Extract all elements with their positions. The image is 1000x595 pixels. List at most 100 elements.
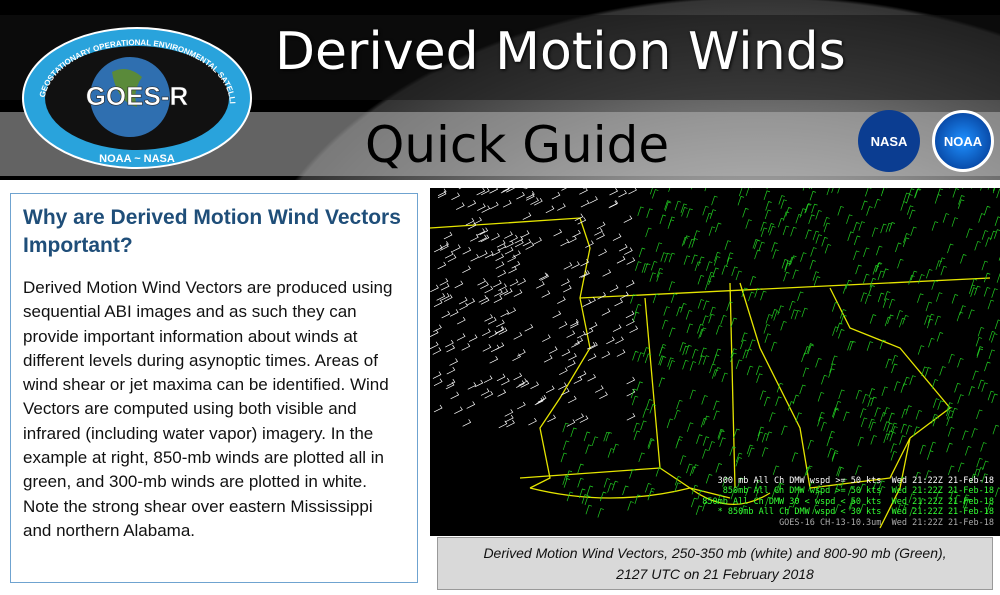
wind-barb xyxy=(441,310,451,319)
wind-barb xyxy=(903,192,910,203)
wind-barb xyxy=(957,199,965,209)
wind-barb xyxy=(745,348,752,359)
wind-barb xyxy=(891,363,898,374)
wind-barb xyxy=(625,280,635,288)
wind-barb xyxy=(574,337,584,345)
wind-barb xyxy=(638,452,645,463)
wind-barb xyxy=(651,189,659,199)
wind-barb xyxy=(493,295,503,304)
wind-barb xyxy=(548,346,558,354)
wind-barb xyxy=(566,419,576,427)
wind-barb xyxy=(703,300,710,310)
wind-barb xyxy=(605,431,613,442)
wind-barb xyxy=(682,345,689,356)
wind-barb xyxy=(782,211,790,221)
wind-barb xyxy=(828,430,835,441)
wind-barb xyxy=(547,414,556,423)
wind-barb xyxy=(931,379,939,389)
wind-barb xyxy=(799,384,806,395)
wind-barb xyxy=(812,504,819,515)
wind-barb xyxy=(771,488,778,499)
wind-barb xyxy=(742,349,749,359)
wind-barb xyxy=(794,309,802,320)
wind-barb xyxy=(748,291,755,302)
wind-barb xyxy=(840,314,847,325)
wind-barb xyxy=(761,447,769,457)
wind-barb xyxy=(730,489,738,500)
wind-vector-plot xyxy=(430,188,1000,529)
wind-barb xyxy=(622,485,629,496)
wind-barb xyxy=(470,253,480,262)
wind-barb xyxy=(730,348,737,358)
wind-barb xyxy=(522,238,532,247)
wind-barb xyxy=(660,252,667,262)
wind-barb xyxy=(571,340,580,348)
wind-barb xyxy=(692,464,699,474)
wind-barb xyxy=(843,411,850,421)
wind-barb xyxy=(696,434,703,444)
wind-barb xyxy=(490,201,499,210)
wind-barb xyxy=(667,357,674,367)
wind-barb xyxy=(691,349,699,359)
wind-barb xyxy=(643,263,651,273)
wind-barb xyxy=(888,222,896,232)
wind-barb xyxy=(491,248,501,257)
wind-barb xyxy=(691,254,698,265)
wind-barb xyxy=(772,465,780,476)
wind-barb xyxy=(720,315,727,325)
wind-barb xyxy=(506,419,515,428)
wind-barb xyxy=(802,188,805,191)
wind-barb xyxy=(658,355,665,365)
wind-barb xyxy=(918,498,926,508)
wind-barb xyxy=(488,330,498,338)
wind-barb xyxy=(790,255,797,265)
wind-barb xyxy=(847,486,855,496)
wind-barb xyxy=(735,359,743,370)
wind-barb xyxy=(781,425,788,436)
wind-barb xyxy=(668,252,676,263)
wind-barb xyxy=(986,503,994,513)
wind-barb xyxy=(667,219,675,229)
wind-barb xyxy=(772,249,779,259)
wind-barb xyxy=(883,433,890,443)
wind-barb xyxy=(718,430,725,440)
wind-barb xyxy=(975,336,983,347)
wind-barb xyxy=(790,309,798,319)
wind-barb xyxy=(551,191,561,200)
wind-barb xyxy=(932,398,940,408)
wind-barb xyxy=(940,265,947,276)
wind-barb xyxy=(726,252,734,262)
wind-barb xyxy=(659,343,667,354)
wind-barb xyxy=(855,465,862,475)
wind-barb xyxy=(586,341,596,350)
wind-barb xyxy=(870,396,877,407)
wind-barb xyxy=(884,316,892,327)
wind-barb xyxy=(530,381,539,390)
wind-barb xyxy=(601,350,611,359)
wind-barb xyxy=(648,439,655,450)
wind-barb xyxy=(650,260,658,271)
wind-barb xyxy=(823,222,831,233)
wind-barb xyxy=(642,347,650,357)
wind-barb xyxy=(689,361,697,371)
wind-barb xyxy=(962,188,964,189)
wind-barb xyxy=(949,490,957,500)
wind-barb xyxy=(880,412,887,422)
wind-barb xyxy=(612,324,622,332)
wind-barb xyxy=(898,476,905,487)
wind-barb xyxy=(545,205,555,214)
wind-barb xyxy=(562,422,569,433)
wind-barb xyxy=(931,221,939,231)
wind-barb xyxy=(936,292,943,302)
wind-barb xyxy=(680,203,688,214)
wind-barb xyxy=(812,230,820,241)
wind-barb xyxy=(804,203,811,214)
wind-barb xyxy=(713,400,720,411)
wind-barb xyxy=(598,248,607,257)
wind-barb xyxy=(443,231,453,240)
wind-barb xyxy=(976,457,983,468)
wind-barb xyxy=(761,432,769,443)
wind-barb xyxy=(758,241,765,252)
wind-barb xyxy=(810,247,817,257)
wind-barb xyxy=(936,188,944,198)
